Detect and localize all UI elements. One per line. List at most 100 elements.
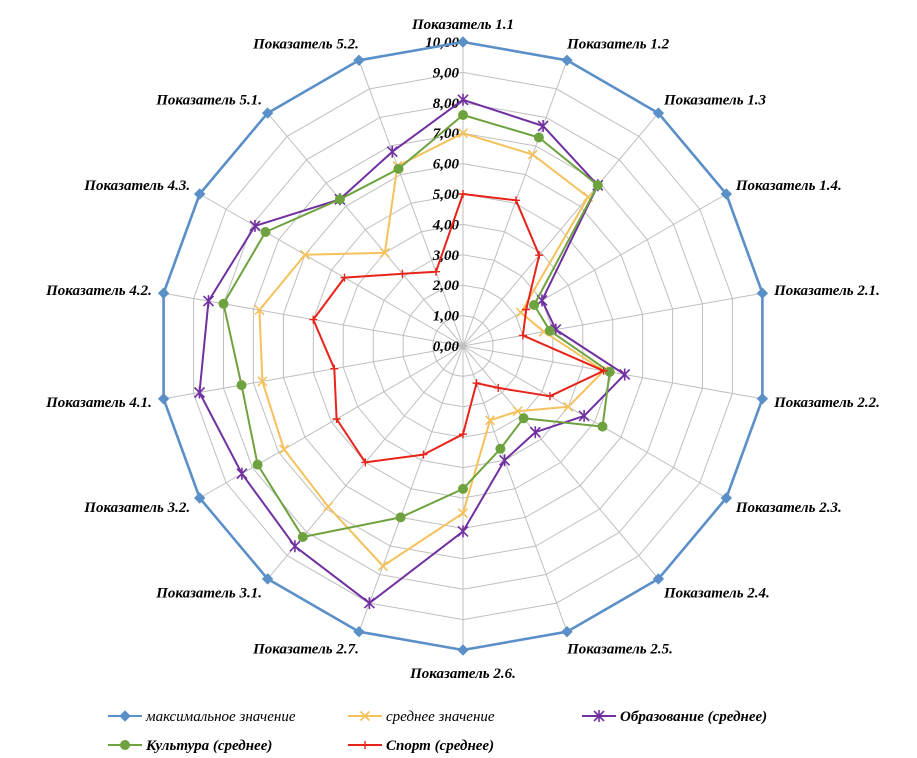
data-point-series-2 <box>257 376 268 387</box>
data-point-series-2 <box>377 560 388 572</box>
data-point-series-4 <box>529 300 540 310</box>
data-point-series-4 <box>393 163 404 174</box>
data-point-series-2 <box>563 401 574 412</box>
data-point-series-5 <box>522 305 531 314</box>
data-point-series-4 <box>518 413 529 424</box>
data-point-series-1 <box>652 107 665 119</box>
legend-item-4: Культура (среднее) <box>108 738 272 754</box>
data-point-series-4 <box>260 227 271 237</box>
category-label-13: Показатель 3.2. <box>83 500 190 516</box>
data-point-series-4 <box>218 298 229 309</box>
data-point-series-1 <box>457 36 469 48</box>
tick-label: 5,00 <box>433 187 460 203</box>
legend-item-2: среднее значение <box>348 709 495 725</box>
category-label-15: Показатель 4.2. <box>45 283 152 299</box>
tick-label: 4,00 <box>432 217 460 233</box>
category-label-8: Показатель 2.4. <box>663 586 770 602</box>
data-point-series-5 <box>361 458 370 467</box>
data-point-series-1 <box>756 393 769 405</box>
data-point-series-4 <box>604 366 615 377</box>
data-point-series-4 <box>495 443 506 454</box>
data-point-series-4 <box>458 110 468 120</box>
data-point-series-2 <box>323 501 334 512</box>
data-point-series-1 <box>457 644 469 656</box>
data-point-series-5 <box>599 366 608 375</box>
category-label-6: Показатель 2.2. <box>773 395 880 411</box>
data-point-series-1 <box>193 492 206 504</box>
grid-spoke <box>462 193 727 347</box>
data-point-series-3 <box>236 467 248 480</box>
data-point-series-5 <box>494 383 503 392</box>
category-label-7: Показатель 2.3. <box>735 500 842 516</box>
category-label-9: Показатель 2.5. <box>566 642 673 658</box>
data-point-series-3 <box>386 145 398 158</box>
grid-spoke <box>462 345 727 499</box>
category-label-16: Показатель 4.3. <box>83 178 190 194</box>
data-point-series-3 <box>289 540 301 553</box>
data-point-series-1 <box>157 287 170 299</box>
category-label-5: Показатель 2.1. <box>773 283 880 299</box>
data-point-series-5 <box>459 430 467 439</box>
series-1 <box>157 36 769 656</box>
data-point-series-4 <box>597 421 608 432</box>
data-point-legend-2 <box>359 710 371 722</box>
data-point-series-5 <box>545 392 554 401</box>
grid-spoke <box>462 60 568 347</box>
data-point-series-5 <box>535 251 544 260</box>
data-point-series-3 <box>578 409 590 422</box>
data-point-legend-4 <box>120 740 130 750</box>
data-point-series-4 <box>334 194 345 205</box>
data-point-series-5 <box>512 196 520 205</box>
data-point-series-4 <box>544 325 555 336</box>
tick-label: 2,00 <box>432 278 460 294</box>
data-point-series-3 <box>529 426 541 439</box>
tick-label: 9,00 <box>433 65 460 81</box>
grid-spoke <box>358 60 464 347</box>
series-5 <box>309 190 608 467</box>
grid-spoke <box>462 345 568 632</box>
category-label-3: Показатель 1.3 <box>663 92 767 108</box>
tick-label: 0,00 <box>433 339 460 355</box>
data-point-series-3 <box>193 386 206 399</box>
data-point-series-2 <box>457 128 469 139</box>
data-point-series-1 <box>756 287 769 299</box>
data-point-series-4 <box>297 532 308 542</box>
category-label-14: Показатель 4.1. <box>45 395 152 411</box>
data-point-series-5 <box>398 269 407 278</box>
data-point-series-2 <box>278 444 290 455</box>
data-point-series-1 <box>193 188 206 200</box>
tick-label: 6,00 <box>433 157 460 173</box>
data-point-series-2 <box>527 149 538 160</box>
legend-label: среднее значение <box>386 709 495 725</box>
data-point-series-1 <box>157 393 170 405</box>
data-point-series-5 <box>472 379 481 388</box>
category-label-4: Показатель 1.4. <box>735 178 842 194</box>
legend-item-3: Образование (среднее) <box>582 709 767 725</box>
data-point-series-4 <box>592 180 603 191</box>
data-point-series-5 <box>309 315 318 324</box>
data-point-series-5 <box>459 190 467 198</box>
legend-item-5: Спорт (среднее) <box>348 738 494 754</box>
data-point-series-5 <box>330 364 339 373</box>
data-point-series-2 <box>254 305 265 316</box>
data-point-legend-3 <box>593 710 605 722</box>
category-label-18: Показатель 5.2. <box>252 36 359 52</box>
legend: максимальное значение среднее значение Обр… <box>108 709 767 754</box>
grid-spoke <box>199 193 464 347</box>
tick-label: 1,00 <box>433 309 460 325</box>
series-2-line <box>258 132 605 567</box>
data-point-series-1 <box>720 492 733 504</box>
data-point-series-5 <box>340 273 349 282</box>
data-point-series-2 <box>299 249 311 260</box>
data-point-series-5 <box>419 450 428 459</box>
data-point-series-1 <box>561 54 573 67</box>
data-point-series-5 <box>432 267 440 276</box>
data-point-series-3 <box>537 120 549 132</box>
data-point-series-4 <box>252 459 263 470</box>
data-point-legend-1 <box>119 710 131 722</box>
data-point-series-1 <box>561 625 573 638</box>
data-point-series-5 <box>332 415 341 423</box>
data-point-series-3 <box>499 454 511 467</box>
data-point-series-3 <box>457 93 469 106</box>
